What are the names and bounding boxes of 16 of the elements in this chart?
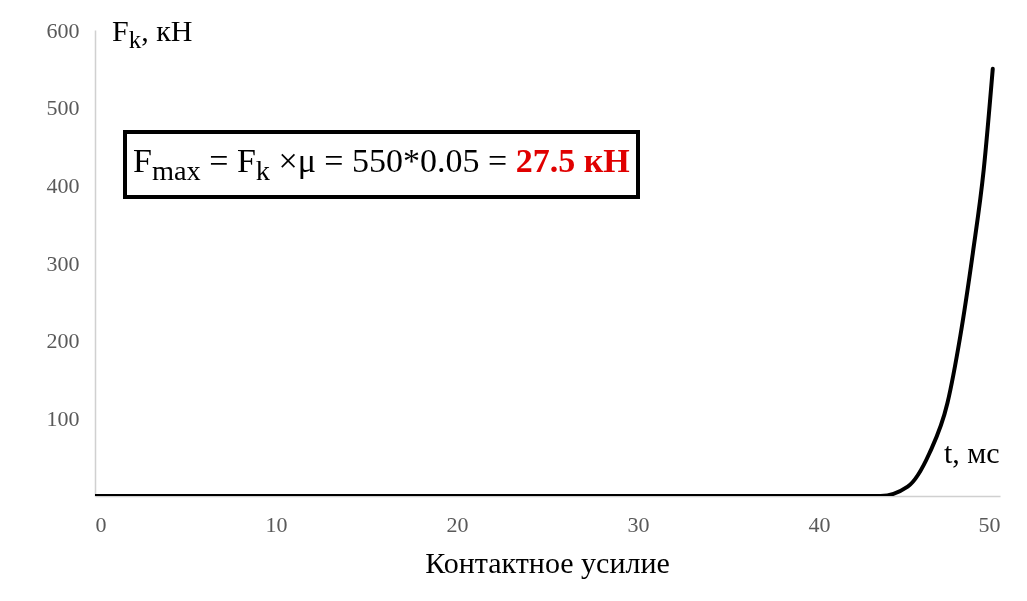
x-tick-label: 10	[265, 511, 288, 537]
y-tick-label: 400	[46, 172, 80, 198]
x-tick-label: 30	[627, 511, 650, 537]
x-tick-label: 40	[808, 511, 831, 537]
x-tick-label: 0	[95, 511, 107, 537]
x-tick-label: 20	[446, 511, 469, 537]
y-axis-title: F$_{k}$, кН	[112, 14, 193, 54]
x-axis-title: t, мс	[944, 436, 1000, 470]
y-tick-label: 600	[46, 17, 80, 43]
x-tick-label: 50	[978, 511, 1001, 537]
y-tick-label: 300	[46, 250, 80, 276]
y-tick-label: 200	[46, 328, 80, 354]
y-tick-label: 100	[46, 405, 80, 431]
y-tick-label: 500	[46, 95, 80, 121]
text: Контактное усилие	[425, 546, 670, 579]
annotation: F$_{max}$ = F$_{k}$ ×μ = 550*0.05 = 27.5 кН	[123, 130, 640, 199]
